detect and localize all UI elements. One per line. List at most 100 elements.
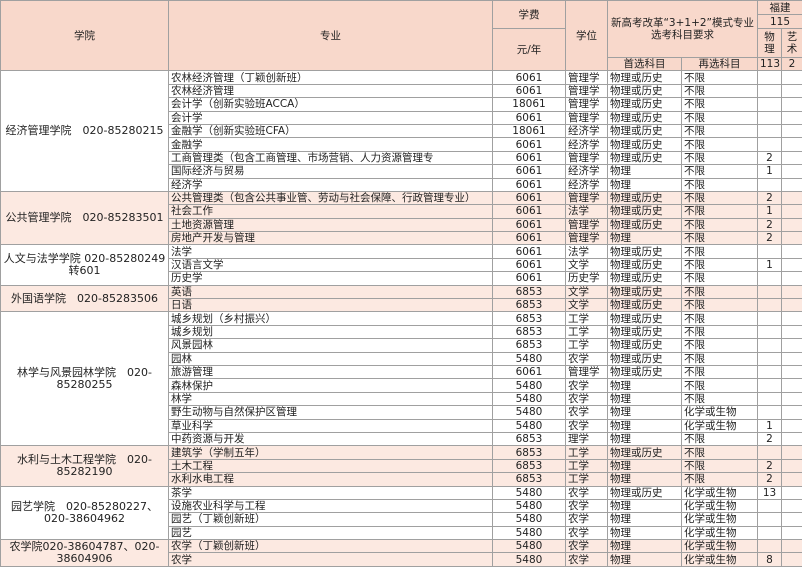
table-row: 工商管理类（包含工商管理、市场营销、人力资源管理专 6061 管理学 物理或历史 不限 2	[1, 150, 802, 166]
first-subject: 物理	[607, 164, 682, 179]
fee: 6061	[492, 110, 566, 125]
major: 风景园林	[168, 338, 493, 353]
table-row: 会计学（创新实验班ACCA） 18061 管理学 物理或历史 不限	[1, 97, 802, 112]
major: 会计学（创新实验班ACCA）	[168, 97, 493, 112]
first-subject: 物理或历史	[607, 244, 682, 259]
arts-quota	[781, 351, 802, 366]
major: 森林保护	[168, 378, 493, 393]
first-subject: 物理或历史	[607, 351, 682, 366]
fee: 6853	[492, 298, 566, 313]
physics-quota: 1	[757, 418, 782, 433]
table-row: 野生动物与自然保护区管理 5480 农学 物理 化学或生物	[1, 405, 802, 420]
physics-quota	[757, 391, 782, 407]
table-row: 农学 5480 农学 物理 化学或生物 8	[1, 552, 802, 567]
physics-quota: 2	[757, 431, 782, 447]
degree: 农学	[565, 351, 608, 366]
physics-quota	[757, 405, 782, 420]
header-arts: 艺术	[781, 28, 802, 58]
physics-quota	[757, 445, 782, 460]
physics-quota	[757, 351, 782, 366]
second-subject: 不限	[681, 338, 758, 353]
table-row: 林学与风景园林学院 020-85280255 城乡规划（乡村振兴） 6853 工学 物理…	[0, 311, 802, 447]
arts-quota	[781, 217, 802, 233]
major: 园林	[168, 351, 493, 366]
second-subject: 不限	[681, 204, 758, 219]
arts-quota	[781, 137, 802, 152]
fee: 6061	[492, 164, 566, 179]
major: 房地产开发与管理	[168, 231, 493, 246]
second-subject: 化学或生物	[681, 405, 758, 420]
major: 草业科学	[168, 418, 493, 433]
arts-quota	[781, 391, 802, 407]
fee: 6061	[492, 257, 566, 273]
second-subject: 不限	[681, 298, 758, 313]
table-row: 经济管理学院 020-85280215 农林经济管理（丁颖创新班） 6061 管理学物…	[0, 70, 802, 192]
first-subject: 物理或历史	[607, 284, 682, 300]
major: 农学（丁颖创新班）	[168, 539, 493, 554]
arts-quota	[781, 97, 802, 112]
table-row: 公共管理学院 020-85283501 公共管理类（包含公共事业管、劳动与社会保障…	[0, 190, 802, 246]
fee: 5480	[492, 418, 566, 433]
second-subject: 不限	[681, 70, 758, 85]
second-subject: 不限	[681, 164, 758, 179]
arts-quota	[781, 83, 802, 99]
degree: 法学	[565, 244, 608, 259]
second-subject: 化学或生物	[681, 485, 758, 500]
degree: 文学	[565, 257, 608, 273]
major: 野生动物与自然保护区管理	[168, 405, 493, 420]
second-subject: 化学或生物	[681, 552, 758, 567]
first-subject: 物理或历史	[607, 123, 682, 139]
arts-quota	[781, 257, 802, 273]
college-name: 农学院020-38604787、020-38604906	[0, 539, 169, 567]
physics-quota	[757, 271, 782, 286]
table-row: 园艺学院 020-85280227、020-38604962 茶学 5480 农学 物理…	[0, 485, 802, 541]
second-subject: 化学或生物	[681, 418, 758, 433]
second-subject: 不限	[681, 231, 758, 246]
degree: 管理学	[565, 110, 608, 125]
second-subject: 不限	[681, 458, 758, 474]
major: 国际经济与贸易	[168, 164, 493, 179]
table-row: 农林经济管理 6061 管理学 物理或历史 不限	[1, 83, 802, 99]
second-subject: 不限	[681, 391, 758, 407]
first-subject: 物理或历史	[607, 97, 682, 112]
second-subject: 不限	[681, 257, 758, 273]
first-subject: 物理或历史	[607, 204, 682, 219]
first-subject: 物理	[607, 498, 682, 514]
arts-quota	[781, 298, 802, 313]
physics-quota	[757, 97, 782, 112]
degree: 文学	[565, 284, 608, 300]
arts-quota	[781, 311, 802, 326]
major: 设施农业科学与工程	[168, 498, 493, 514]
first-subject: 物理或历史	[607, 83, 682, 99]
major: 历史学	[168, 271, 493, 286]
physics-quota: 1	[757, 204, 782, 219]
arts-quota	[781, 244, 802, 259]
physics-quota	[757, 298, 782, 313]
major: 日语	[168, 298, 493, 313]
table-row: 金融学（创新实验班CFA） 18061 经济学 物理或历史 不限	[1, 123, 802, 139]
fee: 6853	[492, 431, 566, 447]
second-subject: 不限	[681, 431, 758, 447]
table-row: 会计学 6061 管理学 物理或历史 不限	[1, 110, 802, 125]
major: 汉语言文学	[168, 257, 493, 273]
fee: 5480	[492, 525, 566, 541]
major: 园艺	[168, 525, 493, 541]
first-subject: 物理	[607, 525, 682, 541]
degree: 工学	[565, 472, 608, 487]
major: 水利水电工程	[168, 472, 493, 487]
second-subject: 不限	[681, 364, 758, 380]
major: 法学	[168, 244, 493, 259]
table-row: 国际经济与贸易 6061 经济学 物理 不限 1	[1, 164, 802, 179]
table-row: 汉语言文学 6061 文学 物理或历史 不限 1	[1, 257, 802, 273]
degree: 经济学	[565, 177, 608, 192]
physics-quota: 2	[757, 150, 782, 166]
fee: 6061	[492, 364, 566, 380]
physics-quota	[757, 137, 782, 152]
arts-quota	[781, 110, 802, 125]
header-first: 首选科目	[607, 56, 682, 72]
arts-quota	[781, 405, 802, 420]
college-name: 外国语学院 020-85283506	[0, 284, 169, 313]
first-subject: 物理	[607, 378, 682, 393]
second-subject: 不限	[681, 83, 758, 99]
table-row: 林学 5480 农学 物理 不限	[1, 391, 802, 407]
